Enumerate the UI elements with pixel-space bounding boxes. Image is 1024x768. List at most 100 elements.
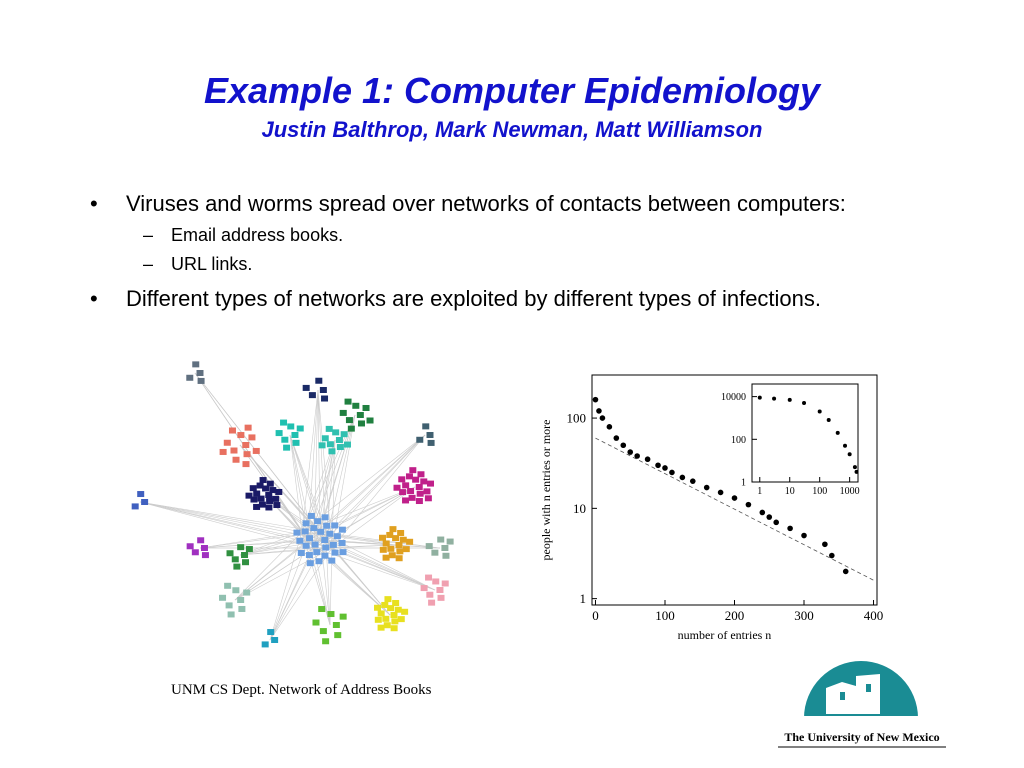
bullet-text: Different types of networks are exploite…: [126, 286, 822, 311]
network-node: [379, 546, 387, 553]
bullet-list: Viruses and worms spread over networks o…: [90, 190, 940, 318]
network-node: [334, 632, 342, 639]
network-node: [386, 531, 394, 538]
data-point: [787, 397, 792, 402]
network-node: [325, 425, 333, 432]
network-node: [259, 477, 267, 484]
network-node: [238, 605, 246, 612]
network-node: [305, 552, 313, 559]
network-edge: [269, 531, 303, 641]
network-node: [237, 597, 245, 603]
network-node: [441, 545, 449, 551]
network-node: [257, 495, 265, 502]
network-node: [302, 384, 310, 391]
network-edge: [301, 486, 416, 533]
network-node: [312, 619, 320, 626]
data-point: [817, 409, 822, 414]
network-edge: [194, 372, 315, 549]
network-node: [321, 537, 329, 543]
network-node: [327, 611, 335, 618]
network-node: [398, 476, 406, 483]
network-node: [379, 534, 387, 541]
data-point: [662, 465, 668, 471]
network-node: [423, 488, 431, 495]
network-node: [250, 496, 258, 503]
network-node: [326, 530, 334, 537]
network-node: [192, 361, 200, 368]
network-node: [328, 448, 336, 455]
network-node: [319, 387, 327, 393]
network-node: [402, 482, 410, 489]
network-node: [381, 601, 389, 608]
network-node: [339, 613, 347, 620]
data-point: [835, 430, 840, 435]
data-point: [842, 568, 849, 575]
network-edge: [199, 531, 303, 549]
network-node: [197, 377, 205, 384]
data-point: [759, 509, 766, 516]
network-node: [393, 484, 401, 491]
network-node: [395, 555, 403, 562]
network-node: [425, 543, 433, 550]
network-node: [253, 490, 261, 497]
network-edge: [269, 531, 321, 641]
network-node: [321, 552, 329, 559]
figure-caption: UNM CS Dept. Network of Address Books: [171, 682, 432, 698]
network-node: [318, 606, 326, 613]
logo-window: [840, 692, 845, 700]
network-node: [399, 489, 407, 496]
network-node: [271, 637, 279, 643]
network-node: [219, 448, 227, 455]
x-axis-label: number of entries n: [678, 628, 772, 642]
network-node: [243, 451, 251, 458]
network-node: [233, 563, 241, 570]
network-node: [249, 485, 257, 492]
network-node: [186, 543, 194, 550]
network-node: [382, 554, 390, 561]
network-node: [397, 529, 405, 536]
network-node: [402, 497, 410, 504]
network-edge: [269, 539, 327, 641]
network-node: [224, 582, 232, 589]
data-point: [801, 532, 807, 539]
network-edge: [307, 539, 391, 616]
network-diagram: [131, 361, 454, 648]
network-node: [377, 624, 385, 631]
network-node: [318, 442, 326, 449]
network-node: [357, 420, 365, 427]
network-edge: [234, 531, 303, 601]
network-node: [242, 559, 250, 566]
x-tick-label: 1000: [840, 486, 860, 497]
network-node: [291, 432, 299, 438]
network-node: [323, 522, 331, 529]
network-node: [428, 599, 436, 606]
network-edge: [289, 434, 315, 549]
network-node: [326, 441, 334, 448]
data-point: [613, 435, 620, 441]
data-point: [822, 541, 828, 548]
network-node: [314, 518, 322, 525]
network-node: [256, 482, 264, 489]
y-tick-label: 10: [573, 501, 586, 516]
network-node: [406, 538, 414, 545]
network-node: [228, 427, 236, 434]
network-node: [275, 430, 283, 437]
data-point: [644, 456, 651, 463]
network-node: [311, 541, 319, 548]
network-node: [244, 424, 252, 431]
bullet: Different types of networks are exploite…: [90, 285, 940, 312]
network-node: [267, 629, 275, 636]
network-node: [313, 549, 321, 556]
network-node: [322, 544, 330, 551]
network-node: [226, 550, 234, 557]
network-node: [384, 596, 392, 603]
y-tick-label: 1: [741, 478, 746, 489]
y-tick-label: 100: [731, 435, 746, 446]
data-point: [606, 424, 613, 430]
network-node: [390, 612, 398, 618]
logo-window: [866, 684, 871, 692]
network-node: [293, 529, 301, 536]
network-node: [225, 602, 233, 609]
x-tick-label: 400: [864, 608, 884, 623]
data-point: [689, 478, 696, 484]
